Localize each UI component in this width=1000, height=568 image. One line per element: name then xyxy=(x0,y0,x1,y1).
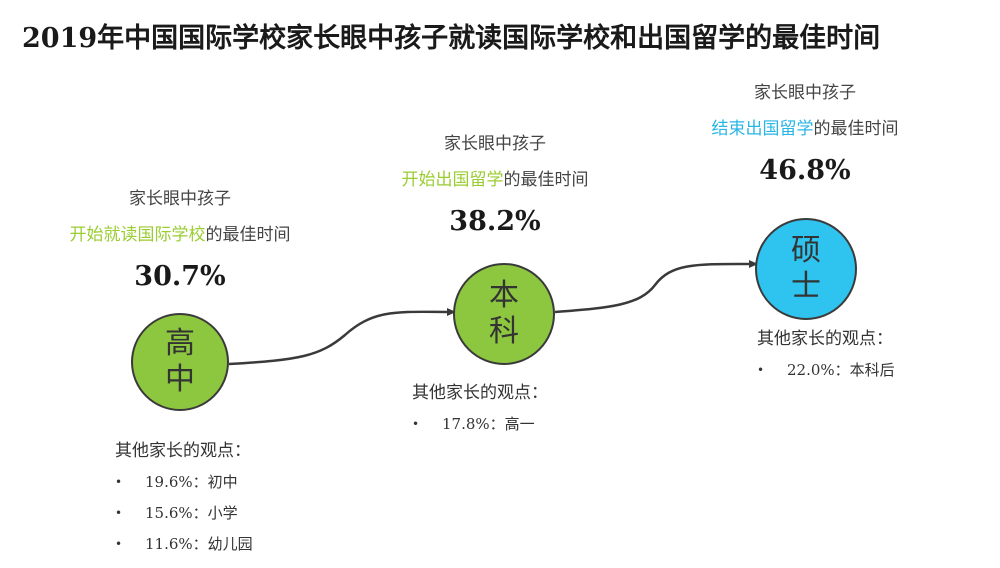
stage-1-suffix: 的最佳时间 xyxy=(205,225,291,245)
opinion-value: 22.0%： xyxy=(787,361,850,379)
opinion-value: 19.6%： xyxy=(145,473,208,491)
stage-3-others: 其他家长的观点： • 22.0%： 本科后 xyxy=(757,324,895,380)
stage-1-percent: 30.7% xyxy=(134,261,226,292)
stage-2-suffix: 的最佳时间 xyxy=(503,170,589,190)
bullet-dot: • xyxy=(115,536,123,551)
stage-1-circle: 高 中 xyxy=(131,313,229,411)
stage-3-circle: 硕 士 xyxy=(755,218,857,320)
list-item: • 22.0%： 本科后 xyxy=(757,359,895,380)
opinion-label: 初中 xyxy=(207,473,238,491)
opinion-value: 17.8%： xyxy=(442,415,505,433)
stage-2-percent: 38.2% xyxy=(449,206,541,237)
connector-arrow-1 xyxy=(228,307,456,366)
opinion-value: 11.6%： xyxy=(145,535,208,553)
stage-2-others: 其他家长的观点： • 17.8%： 高一 xyxy=(412,378,548,434)
list-item: • 17.8%： 高一 xyxy=(412,413,548,434)
stage-2-circle: 本 科 xyxy=(453,263,555,365)
stage-2-circle-char-2: 科 xyxy=(489,314,519,349)
opinion-value: 15.6%： xyxy=(145,504,208,522)
opinion-label: 小学 xyxy=(207,504,238,522)
page-title: 2019年中国国际学校家长眼中孩子就读国际学校和出国留学的最佳时间 xyxy=(22,23,881,54)
stage-1-lead: 家长眼中孩子 xyxy=(129,189,231,209)
stage-1-others: 其他家长的观点： • 19.6%： 初中 • 15.6%： 小学 • 11.6%： 幼儿园 xyxy=(115,436,253,554)
stage-1-circle-char-2: 中 xyxy=(165,362,195,397)
list-item: • 11.6%： 幼儿园 xyxy=(115,533,253,554)
stage-2-subtitle: 开始出国留学的最佳时间 xyxy=(360,165,630,190)
list-item: • 19.6%： 初中 xyxy=(115,471,253,492)
stage-2-intro: 家长眼中孩子 开始出国留学的最佳时间 38.2% xyxy=(360,129,630,237)
stage-3-subtitle: 结束出国留学的最佳时间 xyxy=(680,114,930,139)
stage-3-suffix: 的最佳时间 xyxy=(813,119,899,139)
bullet-dot: • xyxy=(757,362,765,377)
opinion-label: 高一 xyxy=(504,415,535,433)
list-item: • 15.6%： 小学 xyxy=(115,502,253,523)
stage-1-others-heading: 其他家长的观点： xyxy=(115,441,251,461)
bullet-dot: • xyxy=(412,416,420,431)
stage-1-intro: 家长眼中孩子 开始就读国际学校的最佳时间 30.7% xyxy=(40,184,320,292)
opinion-label: 幼儿园 xyxy=(207,535,253,553)
stage-2-circle-char-1: 本 xyxy=(489,278,519,313)
stage-3-circle-char-2: 士 xyxy=(791,269,821,304)
opinion-label: 本科后 xyxy=(849,361,895,379)
stage-2-others-heading: 其他家长的观点： xyxy=(412,383,548,403)
stage-1-highlight: 开始就读国际学校 xyxy=(69,225,206,245)
stage-3-lead: 家长眼中孩子 xyxy=(754,83,856,103)
bullet-dot: • xyxy=(115,505,123,520)
stage-1-subtitle: 开始就读国际学校的最佳时间 xyxy=(40,220,320,245)
stage-2-highlight: 开始出国留学 xyxy=(401,170,504,190)
connector-arrow-2 xyxy=(554,259,758,314)
stage-2-lead: 家长眼中孩子 xyxy=(444,134,546,154)
stage-3-percent: 46.8% xyxy=(759,155,851,186)
stage-3-others-heading: 其他家长的观点： xyxy=(757,329,893,349)
stage-3-circle-char-1: 硕 xyxy=(791,233,821,268)
stage-1-circle-char-1: 高 xyxy=(165,326,195,361)
stage-3-highlight: 结束出国留学 xyxy=(711,119,814,139)
bullet-dot: • xyxy=(115,474,123,489)
stage-3-intro: 家长眼中孩子 结束出国留学的最佳时间 46.8% xyxy=(680,78,930,186)
